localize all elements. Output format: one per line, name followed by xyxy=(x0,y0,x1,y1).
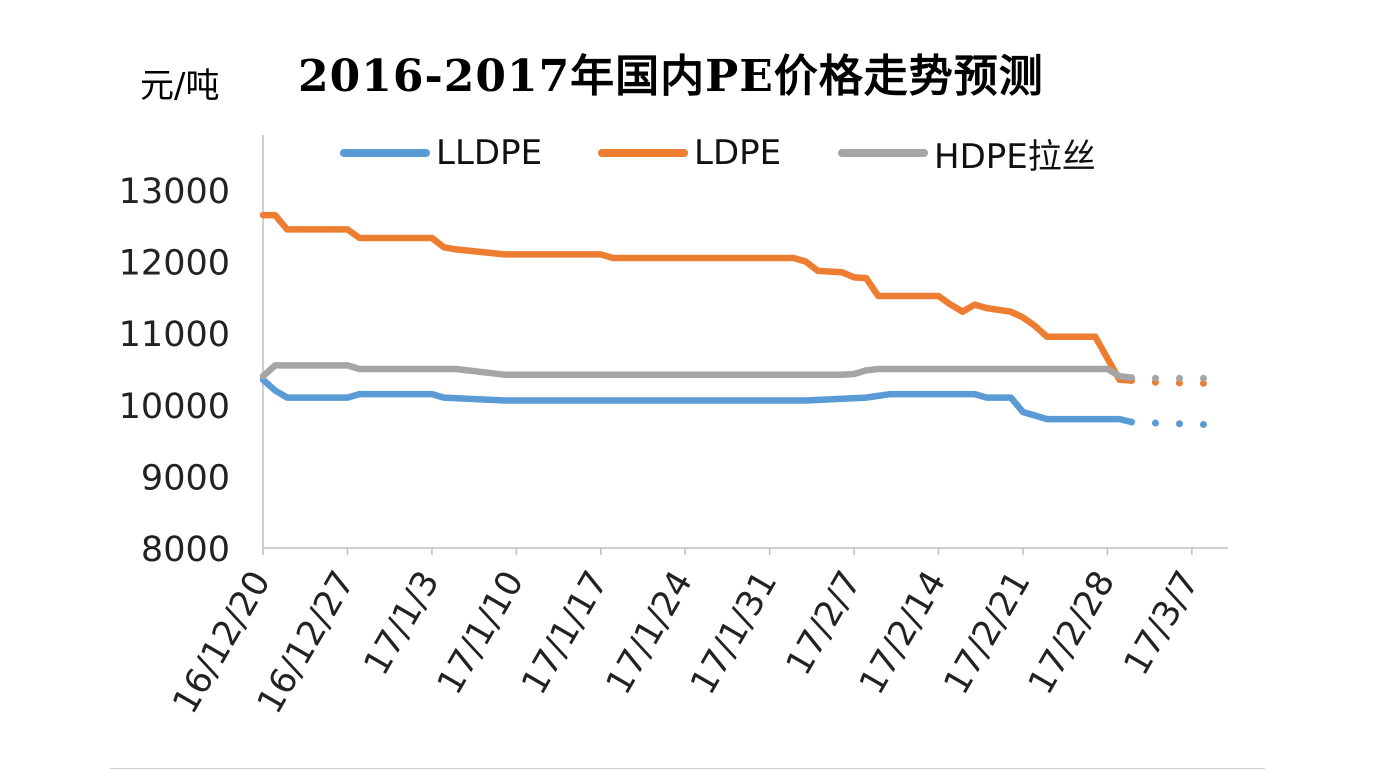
legend-label-hdpe: HDPE拉丝 xyxy=(934,136,1096,177)
series-line-lldpe xyxy=(259,376,1135,426)
y-tick-label: 8000 xyxy=(141,530,230,570)
bottom-divider xyxy=(110,768,1265,769)
legend-swatch-ldpe xyxy=(598,149,688,157)
legend-item-lldpe: LLDPE xyxy=(340,131,542,175)
legend-swatch-hdpe xyxy=(838,149,928,157)
legend-label-ldpe: LDPE xyxy=(694,133,782,173)
legend-swatch-lldpe xyxy=(340,149,430,157)
series-line-ldpe xyxy=(259,211,1135,384)
y-axis-unit-label: 元/吨 xyxy=(140,66,220,106)
legend-item-hdpe: HDPE拉丝 xyxy=(838,131,1096,177)
series-forecast-hdpe xyxy=(1128,374,1220,382)
y-tick-label: 12000 xyxy=(119,244,230,284)
series-forecast-lldpe xyxy=(1128,418,1220,429)
y-tick-label: 9000 xyxy=(141,458,230,498)
series-line-hdpe xyxy=(259,362,1135,381)
x-tick-label: 17/3/7 xyxy=(1117,565,1208,683)
y-tick-label: 13000 xyxy=(119,172,230,212)
legend-label-lldpe: LLDPE xyxy=(436,133,543,173)
legend-item-ldpe: LDPE xyxy=(598,131,781,175)
x-tick-label: 17/1/3 xyxy=(357,565,448,683)
chart-title: 2016-2017年国内PE价格走势预测 xyxy=(298,51,1044,102)
y-tick-label: 11000 xyxy=(119,315,230,355)
x-tick-label: 17/2/7 xyxy=(779,565,870,683)
y-tick-label: 10000 xyxy=(119,387,230,427)
